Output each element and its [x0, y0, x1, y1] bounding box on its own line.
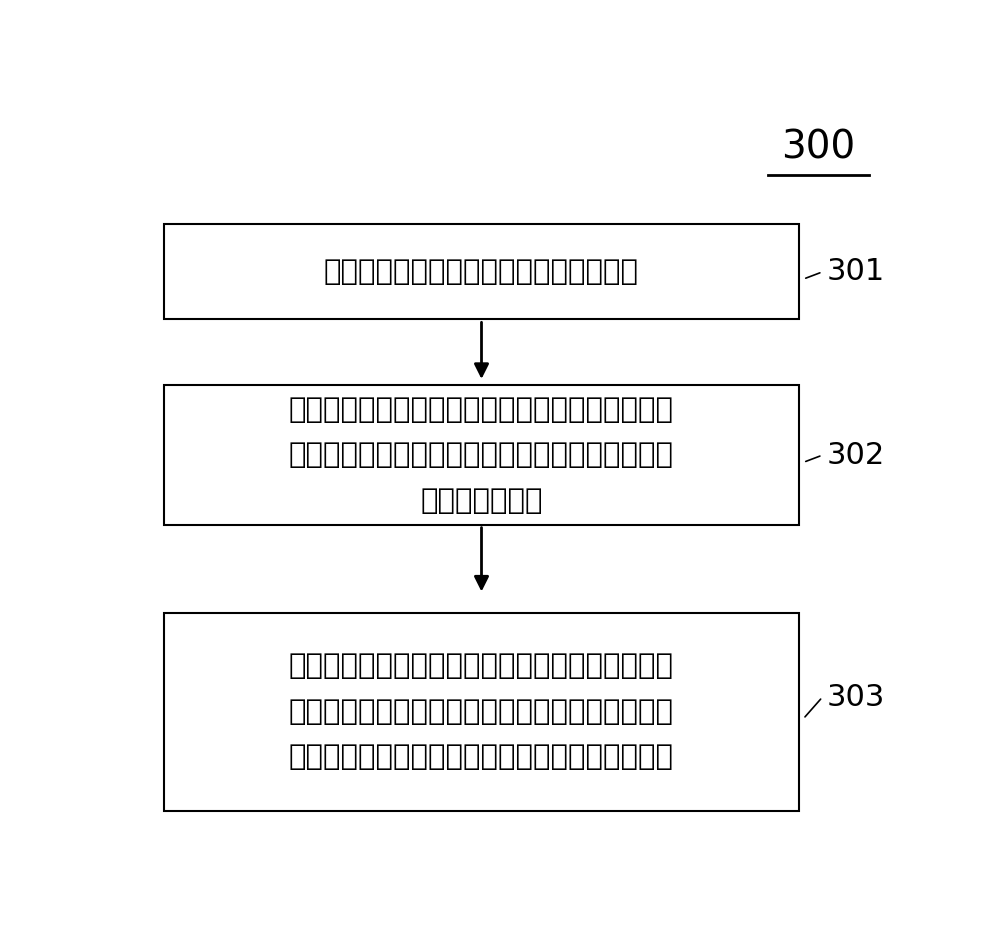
Text: 302: 302 — [826, 441, 885, 469]
FancyBboxPatch shape — [164, 613, 799, 811]
Text: 志数据产出时间、以及日志产出端的状态，确定流: 志数据产出时间、以及日志产出端的状态，确定流 — [289, 698, 674, 725]
Text: 303: 303 — [826, 683, 885, 711]
FancyBboxPatch shape — [164, 386, 799, 525]
Text: 式计算系统中未被处理的日志数据的最早产出时间: 式计算系统中未被处理的日志数据的最早产出时间 — [289, 744, 674, 771]
Text: 从消息系统获取日志数据并解析出产出日志数据的: 从消息系统获取日志数据并解析出产出日志数据的 — [289, 396, 674, 424]
Text: 日志产出端的标识及与日志产出端的标识关联的日: 日志产出端的标识及与日志产出端的标识关联的日 — [289, 441, 674, 469]
Text: 301: 301 — [826, 257, 885, 287]
FancyBboxPatch shape — [164, 225, 799, 320]
Text: 监控流式计算系统中的日志产出端的状态: 监控流式计算系统中的日志产出端的状态 — [324, 258, 639, 286]
Text: 根据产出日志数据的日志产出端的标识和关联的日: 根据产出日志数据的日志产出端的标识和关联的日 — [289, 652, 674, 681]
Text: 志数据产出时间: 志数据产出时间 — [420, 486, 543, 514]
Text: 300: 300 — [782, 129, 856, 167]
